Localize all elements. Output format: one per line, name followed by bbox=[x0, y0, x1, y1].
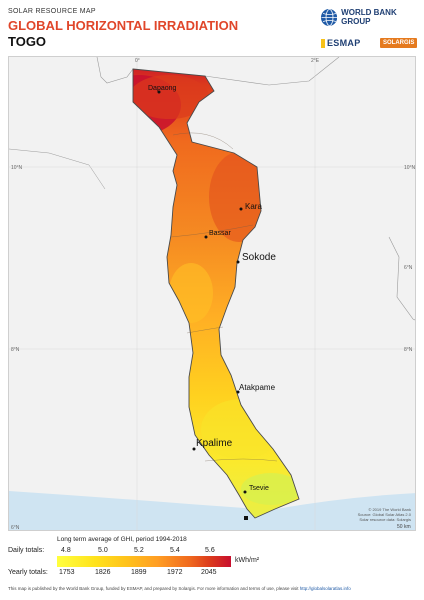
footer-text: This map is published by the World Bank … bbox=[8, 586, 300, 591]
lon-label-0: 0° bbox=[135, 58, 140, 64]
city-dot-bassar bbox=[204, 235, 208, 239]
credit-line-2: Source: Global Solar Atlas 2.0 bbox=[357, 512, 411, 517]
region-line-savanes bbox=[172, 132, 234, 150]
map-supertitle: SOLAR RESOURCE MAP bbox=[8, 8, 96, 15]
city-label-tsevie: Tsevie bbox=[249, 485, 269, 492]
ghi-color-scale bbox=[57, 556, 231, 567]
city-dot-atakpame bbox=[236, 390, 240, 394]
map-credits: © 2019 The World Bank Source: Global Sol… bbox=[358, 507, 411, 522]
city-label-sokode: Sokode bbox=[242, 252, 276, 263]
city-dot-dapaong bbox=[157, 90, 161, 94]
esmap-bar-icon bbox=[321, 38, 325, 48]
city-dot-kara bbox=[239, 207, 243, 211]
city-label-kpalime: Kpalime bbox=[196, 438, 233, 449]
map-title: GLOBAL HORIZONTAL IRRADIATION bbox=[8, 18, 239, 33]
daily-tick-5: 5.6 bbox=[205, 547, 215, 554]
yearly-tick-4: 1972 bbox=[167, 569, 183, 576]
yearly-totals-label: Yearly totals: bbox=[8, 569, 48, 576]
city-markers bbox=[157, 90, 248, 520]
yearly-tick-1: 1753 bbox=[59, 569, 75, 576]
lat-label-10n-left: 10°N bbox=[11, 165, 23, 171]
togo-border bbox=[132, 68, 300, 519]
lat-label-8n-left: 8°N bbox=[11, 347, 20, 353]
region-line-plateaux bbox=[204, 458, 278, 462]
credit-line-1: © 2019 The World Bank bbox=[368, 507, 411, 512]
burkina-border bbox=[96, 57, 134, 84]
daily-totals-label: Daily totals: bbox=[8, 547, 45, 554]
world-bank-group-logo[interactable]: WORLD BANK GROUP bbox=[321, 8, 424, 26]
solargis-logo[interactable]: SOLARGIS bbox=[380, 38, 418, 48]
benin-north-border bbox=[204, 57, 340, 86]
credit-line-3: Solar resource data: Solargis bbox=[359, 517, 411, 522]
ocean-water-west bbox=[9, 491, 259, 530]
daily-tick-2: 5.0 bbox=[98, 547, 108, 554]
header: SOLAR RESOURCE MAP GLOBAL HORIZONTAL IRR… bbox=[0, 0, 424, 54]
country-name: TOGO bbox=[8, 34, 47, 49]
city-label-dapaong: Dapaong bbox=[148, 85, 177, 92]
esmap-logo[interactable]: ESMAP bbox=[321, 38, 361, 48]
footer-link[interactable]: http://globalsolaratlas.info bbox=[299, 586, 351, 591]
daily-tick-1: 4.8 bbox=[61, 547, 71, 554]
globe-icon bbox=[321, 8, 338, 26]
benin-nigeria-border bbox=[388, 236, 415, 321]
region-line-centrale bbox=[186, 326, 224, 334]
lon-label-2e: 2°E bbox=[311, 58, 320, 64]
lat-label-8n-right: 8°N bbox=[404, 347, 413, 353]
city-dot-kpalime bbox=[192, 447, 196, 451]
yearly-tick-3: 1899 bbox=[131, 569, 147, 576]
esmap-logo-text: ESMAP bbox=[327, 38, 361, 48]
capital-marker-lome bbox=[244, 516, 248, 520]
ghana-region-border bbox=[9, 148, 106, 190]
yearly-tick-2: 1826 bbox=[95, 569, 111, 576]
gulf-of-guinea-water bbox=[259, 493, 415, 530]
city-label-kara: Kara bbox=[245, 202, 262, 211]
legend: Long term average of GHI, period 1994-20… bbox=[0, 533, 424, 583]
region-line-kara bbox=[170, 224, 254, 238]
city-dot-tsevie bbox=[243, 490, 247, 494]
map-canvas bbox=[9, 57, 415, 530]
city-label-atakpame: Atakpame bbox=[239, 383, 276, 392]
lat-label-10n-right: 10°N bbox=[404, 165, 416, 171]
scale-bar bbox=[353, 530, 393, 531]
scale-bar-label: 50 km bbox=[397, 524, 411, 530]
city-dot-sokode bbox=[236, 260, 240, 264]
lat-label-6n-left: 6°N bbox=[11, 525, 20, 531]
yearly-tick-5: 2045 bbox=[201, 569, 217, 576]
footer: This map is published by the World Bank … bbox=[8, 586, 418, 591]
legend-unit: kWh/m² bbox=[235, 557, 260, 564]
wbg-logo-text: WORLD BANK GROUP bbox=[341, 8, 397, 26]
legend-title: Long term average of GHI, period 1994-20… bbox=[57, 536, 187, 543]
map-area[interactable]: 0° 2°E 10°N 10°N 8°N 8°N 6°N 6°N Dapaong… bbox=[8, 56, 416, 531]
daily-tick-4: 5.4 bbox=[170, 547, 180, 554]
lat-label-6n-right: 6°N bbox=[404, 265, 413, 271]
city-label-bassar: Bassar bbox=[209, 230, 231, 237]
daily-tick-3: 5.2 bbox=[134, 547, 144, 554]
